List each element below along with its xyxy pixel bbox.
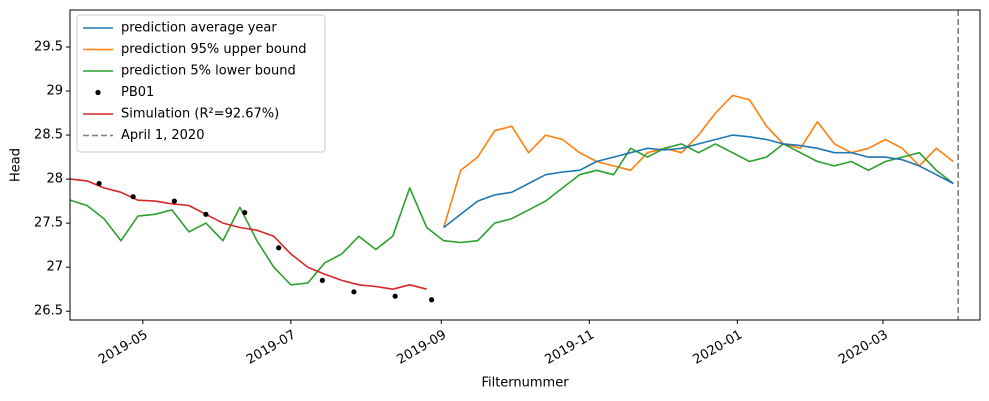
legend-label: Simulation (R²=92.67%) (121, 107, 279, 122)
legend-label: PB01 (121, 85, 154, 100)
y-tick-label: 28.5 (34, 128, 63, 143)
legend-label: April 1, 2020 (121, 128, 204, 143)
y-tick-label: 28 (46, 172, 63, 187)
data-point (276, 245, 282, 251)
legend: prediction average year prediction 95% up… (76, 14, 326, 153)
x-tick-label: 2019-11 (543, 328, 598, 368)
data-point (242, 209, 248, 216)
series-line (442, 94, 954, 228)
y-axis-label: Head (9, 148, 24, 182)
y-tick-label: 29.5 (34, 39, 63, 54)
legend-marker (95, 89, 101, 96)
series-line (443, 134, 954, 229)
data-point (203, 211, 209, 217)
plot-area (70, 10, 959, 320)
data-point (392, 293, 398, 299)
data-point (351, 289, 357, 295)
data-point (96, 180, 102, 187)
x-tick-label: 2019-09 (394, 328, 449, 368)
x-axis-label: Filternummer (481, 376, 569, 391)
data-point (130, 194, 136, 200)
x-tick-label: 2020-03 (836, 328, 891, 368)
x-tick-label: 2019-05 (96, 328, 151, 368)
data-point (428, 297, 435, 303)
x-tick-label: 2020-01 (691, 328, 746, 368)
legend-label: prediction 5% lower bound (121, 64, 296, 79)
plot-frame (69, 9, 981, 321)
legend-label: prediction average year (121, 21, 277, 36)
data-point (171, 198, 177, 204)
data-point (319, 277, 325, 283)
y-tick-label: 27 (46, 260, 63, 275)
y-tick-label: 27.5 (34, 216, 63, 231)
legend-label: prediction 95% upper bound (121, 42, 307, 57)
series-line (70, 178, 427, 290)
y-tick-label: 26.5 (34, 304, 63, 319)
legend-box (76, 14, 326, 153)
x-tick-label: 2019-07 (244, 328, 299, 368)
series-line (70, 143, 954, 286)
y-tick-label: 29 (46, 84, 63, 99)
